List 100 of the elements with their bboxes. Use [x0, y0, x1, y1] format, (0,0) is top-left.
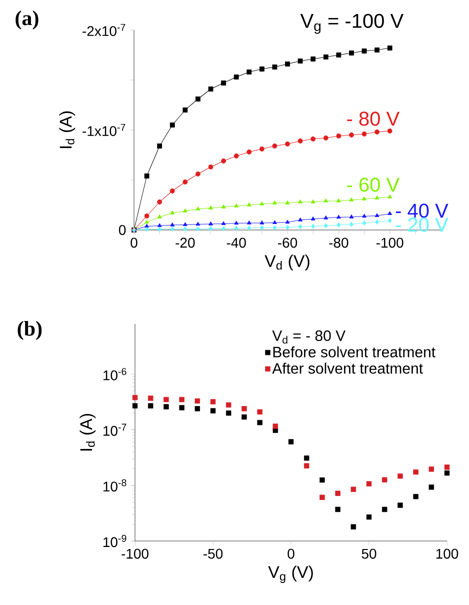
y-tick-label: -1x10$^{-7}$	[82, 124, 126, 136]
point	[234, 204, 238, 208]
point	[242, 414, 247, 420]
point	[398, 474, 403, 479]
point	[221, 221, 226, 226]
point	[310, 200, 316, 204]
point	[336, 222, 341, 228]
point	[362, 196, 366, 200]
x-tick-label: 50	[362, 548, 376, 559]
point	[304, 455, 310, 461]
point	[320, 494, 325, 500]
point	[259, 146, 264, 152]
point	[335, 490, 340, 496]
point	[362, 48, 367, 54]
point	[246, 220, 252, 224]
point	[349, 132, 354, 138]
point	[247, 226, 252, 230]
point	[444, 470, 450, 476]
point	[234, 226, 238, 231]
point	[336, 134, 342, 138]
point	[194, 398, 200, 404]
point	[413, 494, 418, 500]
point	[144, 214, 150, 218]
point	[350, 222, 354, 227]
x-tick-label: -60	[278, 238, 298, 248]
point	[310, 136, 316, 142]
point	[388, 218, 392, 224]
point	[374, 213, 380, 218]
point	[272, 144, 278, 148]
point	[157, 223, 162, 228]
point	[183, 226, 188, 232]
point	[208, 222, 213, 226]
point	[324, 223, 328, 228]
point	[179, 396, 184, 402]
point	[221, 204, 226, 208]
point	[304, 463, 310, 468]
point	[335, 506, 340, 512]
point	[132, 403, 138, 408]
point	[298, 224, 302, 230]
point	[148, 403, 154, 408]
point	[144, 224, 149, 228]
point	[246, 70, 252, 74]
point	[298, 200, 302, 204]
point	[170, 188, 175, 194]
point	[170, 222, 175, 226]
point	[285, 142, 290, 146]
point	[285, 200, 290, 204]
point	[194, 406, 200, 412]
point	[234, 74, 239, 80]
point	[349, 198, 354, 202]
point	[208, 206, 213, 210]
point	[221, 80, 226, 86]
point	[226, 402, 232, 408]
point	[362, 214, 366, 218]
point	[164, 396, 169, 402]
point	[259, 66, 264, 72]
series-label: - 60 V	[347, 178, 400, 192]
point	[382, 506, 388, 512]
point	[362, 220, 366, 226]
point	[158, 226, 162, 232]
point	[310, 216, 316, 220]
series-label: - 80 V	[347, 112, 400, 126]
point	[246, 202, 252, 206]
text: (b)	[18, 320, 42, 340]
point	[182, 108, 188, 112]
point	[222, 226, 226, 232]
point	[286, 224, 290, 230]
legend-label: Before solvent treatment	[273, 346, 436, 358]
point	[272, 64, 278, 70]
x-axis-title: V$_{d}$ (V)	[264, 254, 310, 270]
point	[288, 439, 294, 444]
point	[350, 486, 356, 492]
point	[311, 224, 315, 229]
point	[257, 409, 262, 414]
point	[398, 502, 403, 508]
point	[323, 54, 328, 60]
series-label: - 20 V	[396, 218, 448, 232]
point	[310, 56, 316, 62]
point	[182, 180, 188, 184]
point	[349, 50, 354, 56]
point	[179, 405, 184, 410]
point	[144, 174, 150, 178]
point	[196, 222, 200, 226]
point	[208, 226, 213, 232]
x-tick-label: -20	[176, 238, 195, 248]
series-label: - 40 V	[396, 204, 448, 218]
point	[148, 396, 154, 401]
point	[298, 58, 303, 64]
point	[298, 138, 303, 144]
x-axis-title: V$_{g}$ (V)	[268, 566, 313, 583]
y-tick-label: -2x10$^{-7}$	[82, 24, 126, 36]
series-label: V$_{g}$ = -100 V	[300, 14, 404, 34]
point	[170, 210, 175, 214]
x-tick-label: -50	[204, 548, 223, 559]
point	[208, 164, 214, 170]
point	[272, 200, 277, 204]
point	[375, 220, 379, 224]
point	[374, 196, 380, 200]
point	[350, 524, 356, 530]
point	[164, 404, 169, 410]
